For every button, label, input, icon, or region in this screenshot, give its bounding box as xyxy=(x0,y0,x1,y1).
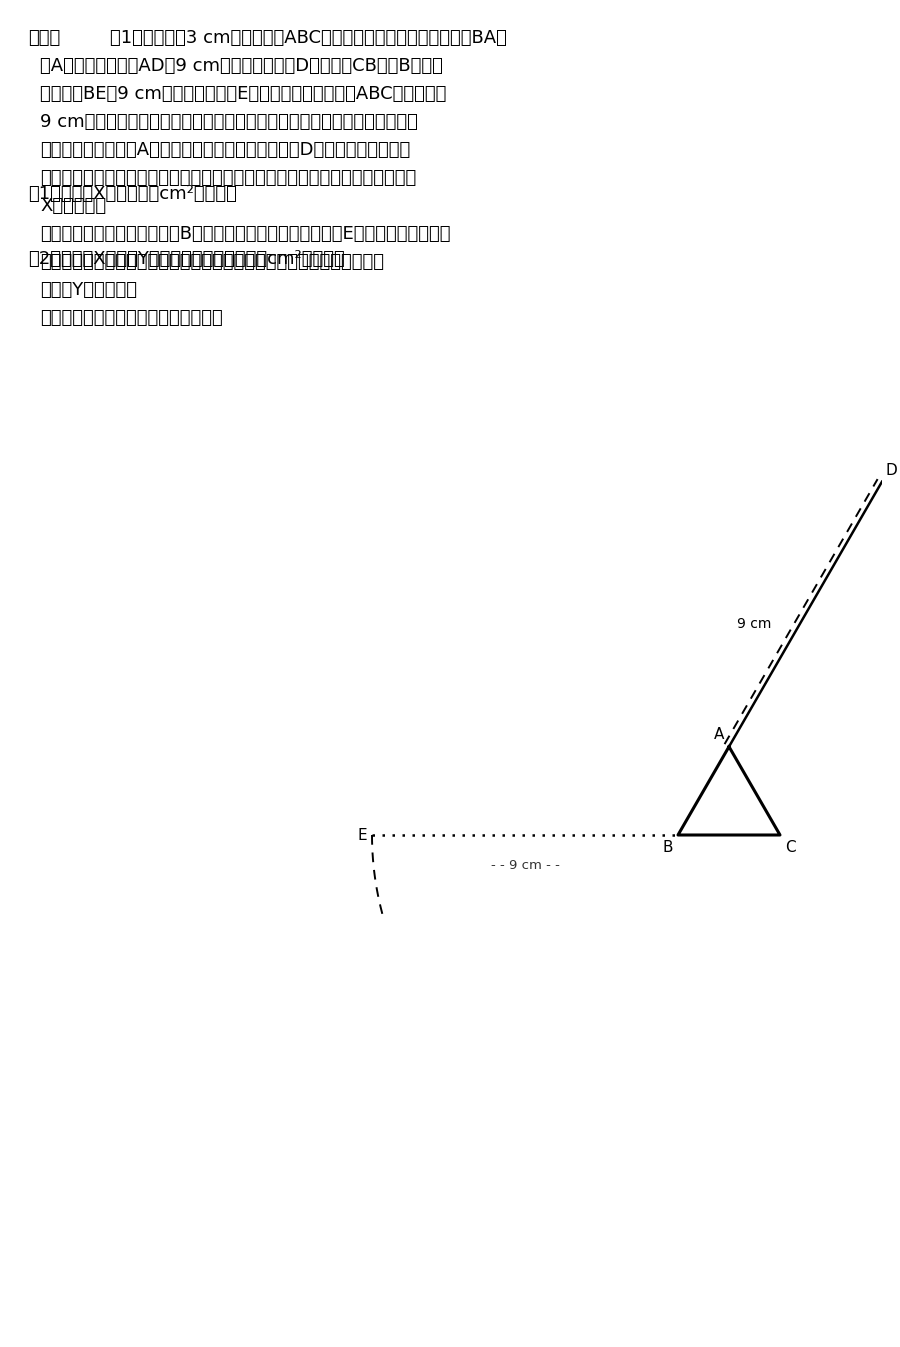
Text: 点A側への延長上にAD＝9 cmとなるように点Dを，　辻CBの点B側への: 点A側への延長上にAD＝9 cmとなるように点Dを， 辻CBの点B側への xyxy=(40,57,443,75)
Text: 1辺の長さが3 cmの正三角形ABCがあります。下の図のように辺BAの: 1辺の長さが3 cmの正三角形ABCがあります。下の図のように辺BAの xyxy=(110,30,507,47)
Text: A: A xyxy=(714,726,724,742)
Text: 9 cm: 9 cm xyxy=(737,617,771,632)
Text: B: B xyxy=(662,841,673,855)
Text: そこから糸をすべて正三角形に巻きつけたときに，　糸が動いてできる: そこから糸をすべて正三角形に巻きつけたときに， 糸が動いてできる xyxy=(40,253,384,271)
Text: 延長上にBE＝9 cmとなるように点Eをとります。正三角形ABCの周囲に，: 延長上にBE＝9 cmとなるように点Eをとります。正三角形ABCの周囲に， xyxy=(40,85,446,102)
Text: 次に，　糸の片方の端を点Bに固定し，　もう一方の端を点Eの位置に置きます。: 次に， 糸の片方の端を点Bに固定し， もう一方の端を点Eの位置に置きます。 xyxy=(40,225,451,242)
Text: （1）　図形Xの面積は何cm²ですか。: （1） 図形Xの面積は何cm²ですか。 xyxy=(28,185,237,203)
Text: このとき，次の問いに答えなさい。: このとき，次の問いに答えなさい。 xyxy=(40,308,223,327)
Text: 糸の片方の端を点Aに固定し，　もう一方の端を点Dの位置に置きます。: 糸の片方の端を点Aに固定し， もう一方の端を点Dの位置に置きます。 xyxy=(40,141,410,159)
Text: C: C xyxy=(785,841,796,855)
Text: そこから糸をすべて正三角形に巻きつけたときに，　糸が動いてできる図形を: そこから糸をすべて正三角形に巻きつけたときに， 糸が動いてできる図形を xyxy=(40,168,416,187)
Text: D: D xyxy=(886,463,897,478)
Text: - - 9 cm - -: - - 9 cm - - xyxy=(491,859,560,872)
Text: 【１】: 【１】 xyxy=(28,30,60,47)
Text: E: E xyxy=(357,827,367,842)
Text: （2）　図形Xと図形Yが重なる部分の面積は何cm²ですか。: （2） 図形Xと図形Yが重なる部分の面積は何cm²ですか。 xyxy=(28,251,345,268)
Text: 図形をYとします。: 図形をYとします。 xyxy=(40,282,137,299)
Text: 9 cmの糸をゆるみなくピンと張ったまま時計回りに巻きつけていきます。: 9 cmの糸をゆるみなくピンと張ったまま時計回りに巻きつけていきます。 xyxy=(40,113,418,131)
Text: Xとします。: Xとします。 xyxy=(40,197,106,216)
